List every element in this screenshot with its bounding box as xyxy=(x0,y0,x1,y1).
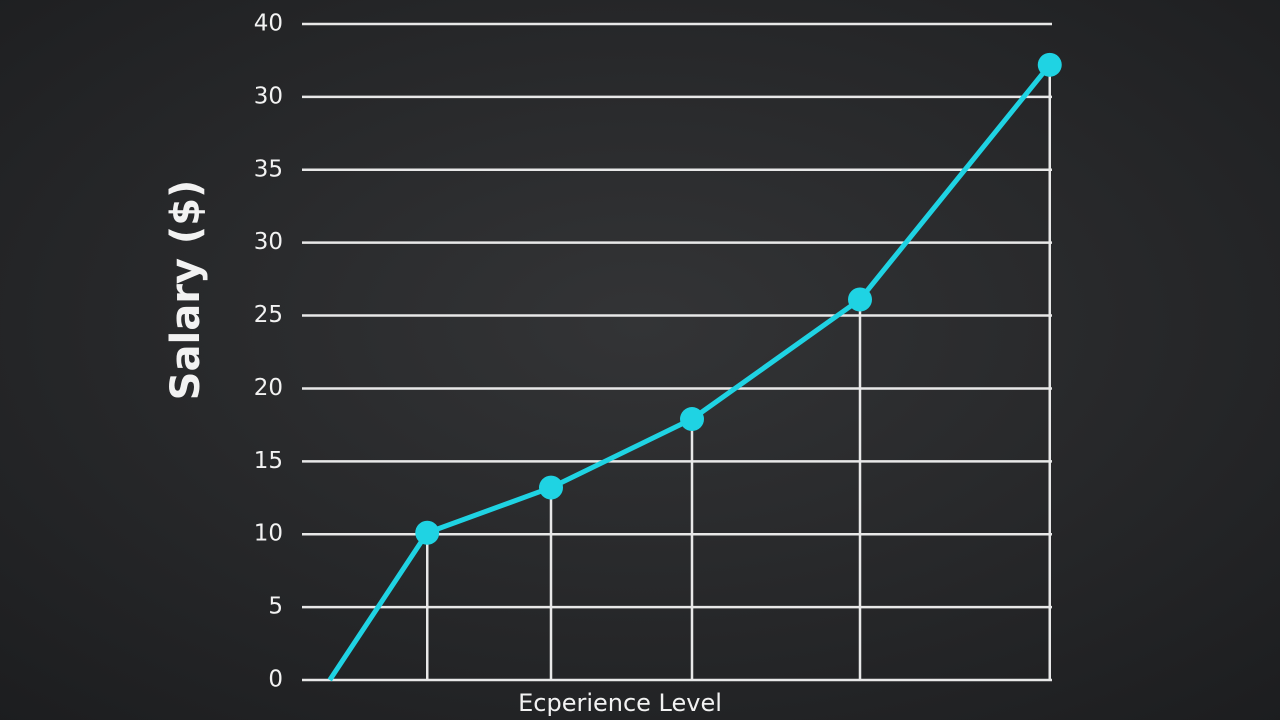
y-tick-label: 15 xyxy=(254,448,283,474)
y-tick-label: 40 xyxy=(254,11,283,37)
plot xyxy=(327,52,1062,682)
point xyxy=(848,287,872,312)
y-tick-label: 35 xyxy=(254,156,283,182)
y-tick-label: 25 xyxy=(254,302,283,328)
y-tick-label: 10 xyxy=(254,521,283,547)
point xyxy=(539,475,563,500)
y-tick-label: 5 xyxy=(268,594,283,620)
y-tick-label: 30 xyxy=(254,83,283,109)
x-axis-label: Ecperience Level xyxy=(518,689,722,717)
y-tick-label: 30 xyxy=(254,229,283,255)
line xyxy=(327,63,1052,682)
y-tick-label: 20 xyxy=(254,375,283,401)
y-axis-label: Salary ($) xyxy=(163,180,209,401)
y-tick-label: 0 xyxy=(268,667,283,693)
point xyxy=(415,520,440,545)
point xyxy=(680,407,704,432)
point xyxy=(1037,52,1062,77)
